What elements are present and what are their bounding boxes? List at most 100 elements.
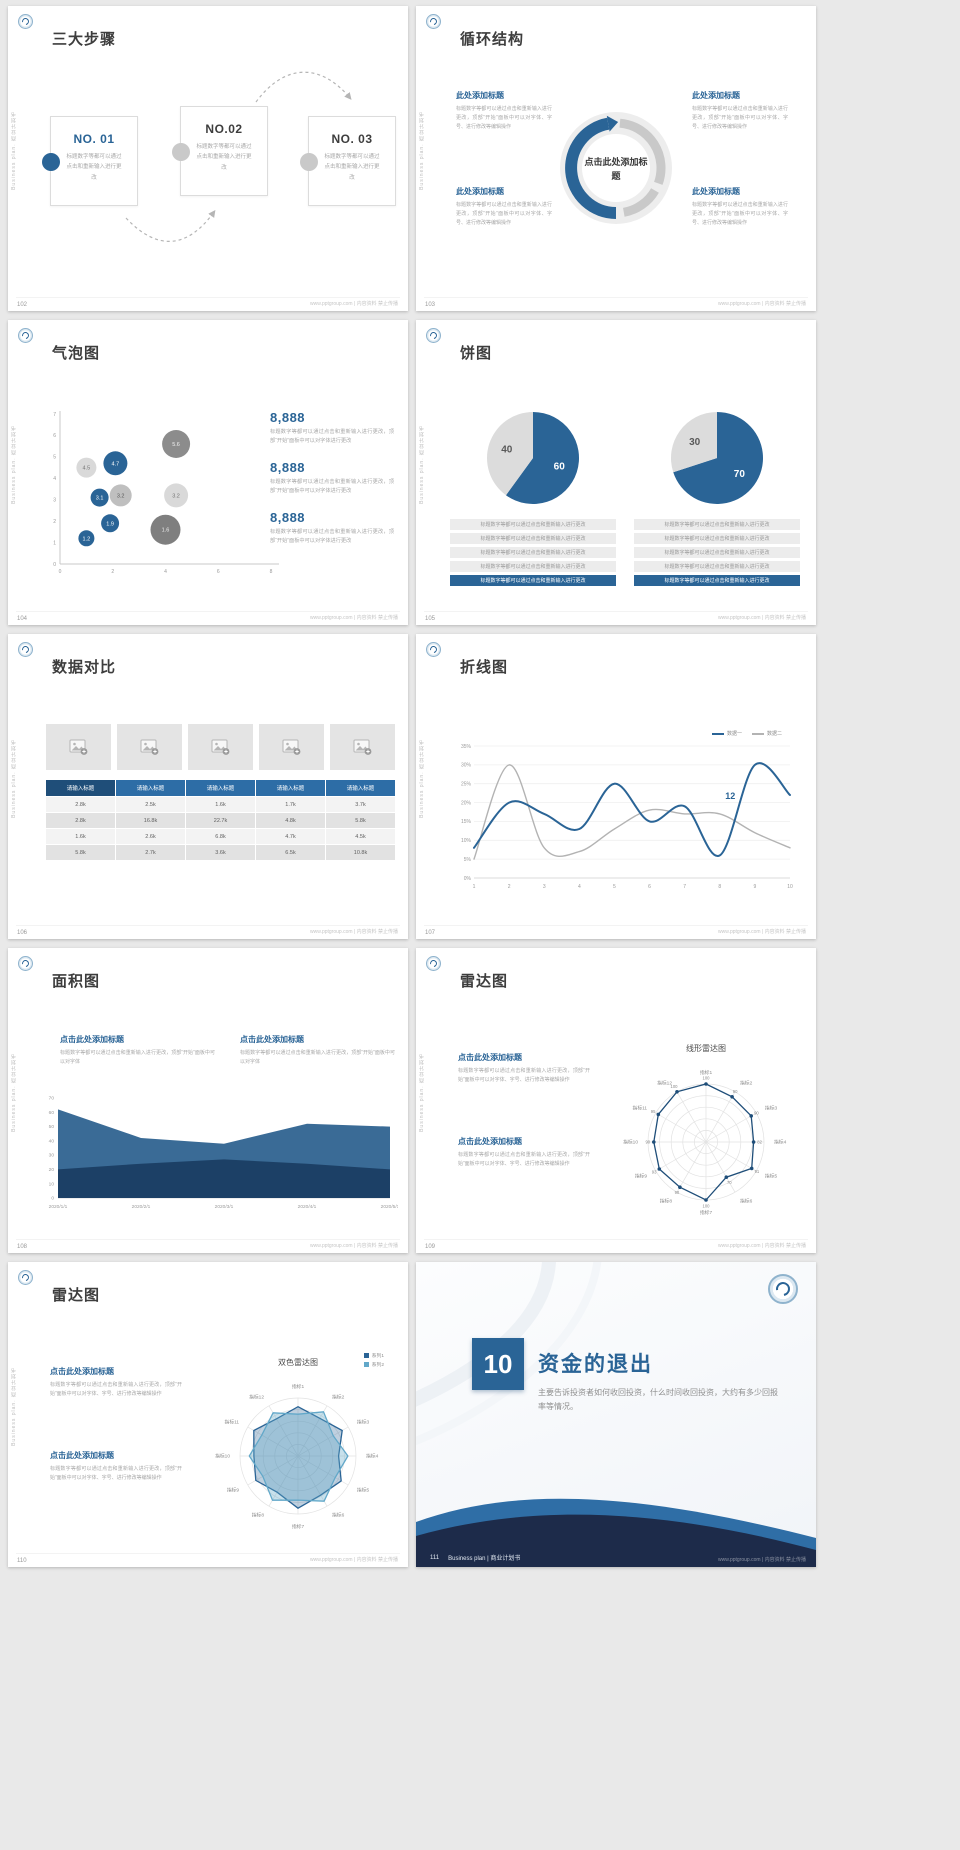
area-series [58,1159,390,1198]
slide-title: 循环结构 [460,31,525,48]
table-cell: 4.7k [256,829,325,844]
svg-text:指标1: 指标1 [292,1383,305,1390]
stat-value: 8,888 [270,510,306,526]
brand-logo-icon [768,1274,798,1304]
picture-icon [69,739,87,755]
slide-110[interactable]: Business plan. 商业计划书 雷达图 点击此处添加标题 标题数字等都… [8,1262,408,1567]
cycle-text-block-3: 此处添加标题 标题数字等都可以通过点击和重新输入进行更改，顶部“开始”面板中可以… [456,186,552,228]
table-cell: 2.8k [46,797,115,812]
stat-block-3: 8,888 标题数字等都可以通过点击和重新输入进行更改，顶部“开始”面板中可以对… [270,510,394,546]
legend-label: 系列1 [371,1354,384,1359]
svg-text:0: 0 [51,1196,54,1202]
block-body: 标题数字等都可以通过点击和重新输入进行更改，顶部“开始”面板中可以对字体、字号、… [50,1466,182,1481]
pie-caption-list: 标题数字等都可以通过点击和重新输入进行更改 标题数字等都可以通过点击和重新输入进行… [634,519,800,586]
footer-note: www.pptgroup.com | 内容资料 禁止传播 [718,1243,806,1249]
image-placeholder [188,724,253,770]
block-heading: 点击此处添加标题 [458,1137,522,1146]
footer-note: www.pptgroup.com | 内容资料 禁止传播 [310,1557,398,1563]
slide-title: 折线图 [460,659,509,676]
radar-marker [678,1185,682,1189]
line-series [473,764,791,860]
block-heading: 点击此处添加标题 [458,1053,522,1062]
slide-title: 数据对比 [52,659,117,676]
svg-text:35%: 35% [461,744,472,750]
svg-text:8: 8 [270,569,273,575]
svg-text:70: 70 [727,1180,732,1185]
radar-marker [730,1095,734,1099]
bottom-swoosh-shape [416,1498,816,1567]
footer-note: www.pptgroup.com | 内容资料 禁止传播 [310,1243,398,1249]
svg-text:93: 93 [652,1170,657,1175]
slide-grid: Business plan. 商业计划书 三大步骤 NO. 01 标题数字等都可… [8,6,816,1567]
stat-description: 标题数字等都可以通过点击和重新输入进行更改，顶部“开始”面板中可以对字体进行更改 [270,429,394,445]
svg-text:2: 2 [111,569,114,575]
svg-text:指标3: 指标3 [357,1419,370,1426]
slide-108[interactable]: Business plan. 商业计划书 面积图 点击此处添加标题 标题数字等都… [8,948,408,1253]
area-chart: 0 10 20 30 40 50 60 70 2020/1/1 2020/2/1 2020/3/1 2… [49,1096,398,1210]
svg-text:2: 2 [508,884,511,890]
radar-marker [749,1166,754,1171]
svg-text:3.2: 3.2 [117,493,125,499]
radar-axis-labels: 指标1 指标2 指标3 指标4 指标5 指标6 指标7 指标8 指标9 指标10 指标11 指标12 [215,1383,379,1530]
radar-chart-title: 双色雷达图 [278,1358,318,1367]
radar-text-block-2: 点击此处添加标题 标题数字等都可以通过点击和重新输入进行更改，顶部“开始”面板中… [50,1450,182,1483]
slide-107[interactable]: Business plan. 商业计划书 折线图 数据一 数据二 0% 5% 10% 1… [416,634,816,939]
svg-text:7: 7 [683,884,686,890]
stat-description: 标题数字等都可以通过点击和重新输入进行更改，顶部“开始”面板中可以对字体进行更改 [270,479,394,495]
svg-text:3.2: 3.2 [172,493,180,499]
slide-111[interactable]: 10 资金的退出 主要告诉投资者如何收回投资，什么时间收回投资，大约有多少回报率… [416,1262,816,1567]
image-placeholder-row [46,724,395,770]
svg-text:2020/4/1: 2020/4/1 [298,1204,317,1210]
svg-text:8: 8 [718,884,721,890]
svg-text:4: 4 [53,476,56,482]
svg-text:9: 9 [753,884,756,890]
block-heading: 点击此处添加标题 [240,1035,304,1044]
legend-label: 数据一 [726,731,742,737]
pie-chart-right: 70 30 [671,412,764,504]
slide-105[interactable]: Business plan. 商业计划书 饼图 60 40 标题数字等都可以通过点… [416,320,816,625]
image-placeholder [259,724,324,770]
radar-marker [656,1112,661,1117]
svg-text:指标10: 指标10 [215,1453,230,1460]
block-heading: 此处添加标题 [692,91,740,100]
slide-109[interactable]: Business plan. 商业计划书 雷达图 点击此处添加标题 标题数字等都… [416,948,816,1253]
radar-series [248,1411,349,1502]
bubble-chart: 0 1 2 3 4 5 6 7 0 2 4 6 8 4.5 4.7 5.6 3.1 3.2 3.2 1.9 1.2 1.6 [53,411,279,575]
line-chart-legend: 数据一 数据二 [711,730,782,737]
svg-text:10: 10 [787,884,793,890]
pie-list-row: 标题数字等都可以通过点击和重新输入进行更改 [634,561,800,572]
cycle-diagram [560,112,672,224]
pie-slice [673,412,764,504]
svg-text:4: 4 [164,569,167,575]
svg-text:60: 60 [49,1110,55,1116]
slide-104[interactable]: Business plan. 商业计划书 气泡图 0 1 2 3 4 5 6 7 0 2 4 6 8 4.… [8,320,408,625]
pie-list-row: 标题数字等都可以通过点击和重新输入进行更改 [634,575,800,586]
legend-swatch [751,732,764,735]
svg-text:12: 12 [725,791,735,801]
footer-note: www.pptgroup.com | 内容资料 禁止传播 [718,1557,806,1563]
table-cell: 2.6k [116,829,185,844]
svg-text:30: 30 [689,437,701,448]
step-bullet-icon [42,153,60,171]
page-number: 107 [425,930,436,936]
svg-text:70: 70 [734,469,746,480]
brand-logo-icon [426,328,441,343]
svg-text:30%: 30% [461,763,472,769]
slide-106[interactable]: Business plan. 商业计划书 数据对比 请输入标题 请输入标题 请输入标… [8,634,408,939]
radar-series [253,1405,343,1509]
brand-logo-icon [426,956,441,971]
svg-text:90: 90 [675,1190,680,1195]
pie-list-row: 标题数字等都可以通过点击和重新输入进行更改 [634,519,800,530]
picture-icon [211,739,229,755]
svg-text:100: 100 [671,1084,679,1089]
svg-text:90: 90 [754,1110,759,1115]
step-card-1: NO. 01 标题数字等都可以通过点击和重新输入进行更改 [42,116,138,206]
svg-text:指标9: 指标9 [635,1173,648,1180]
legend-label: 数据二 [766,731,782,737]
slide-103[interactable]: Business plan. 商业计划书 循环结构 点击此处添加标题 此处添加标… [416,6,816,311]
slide-102[interactable]: Business plan. 商业计划书 三大步骤 NO. 01 标题数字等都可… [8,6,408,311]
svg-text:90: 90 [733,1089,738,1094]
step-number: NO. 01 [73,132,115,146]
table-cell: 1.6k [46,829,115,844]
picture-icon [353,739,371,755]
